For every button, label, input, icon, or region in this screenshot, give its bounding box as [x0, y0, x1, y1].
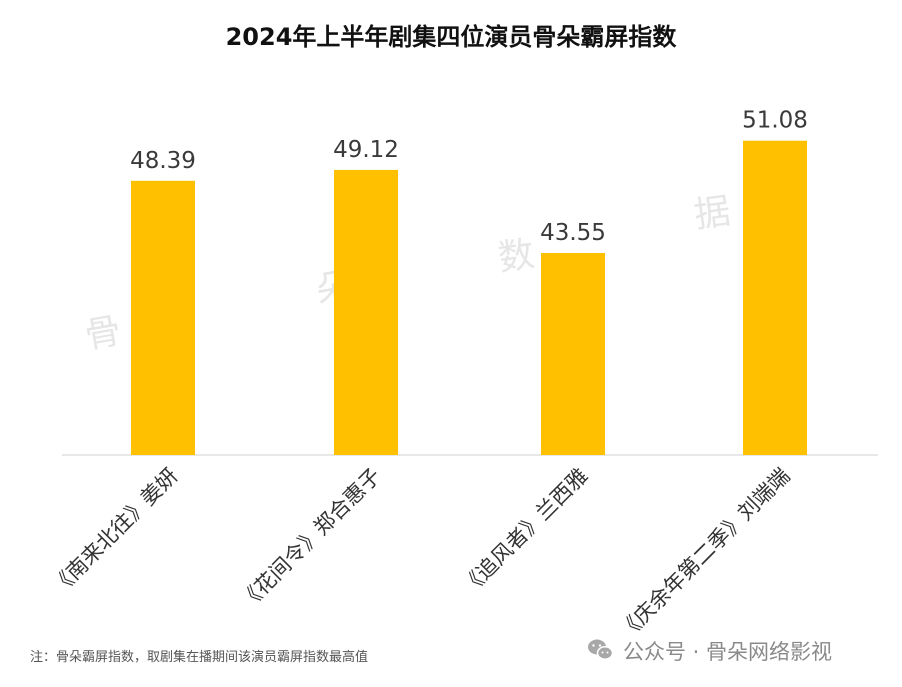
watermark-char: 据	[692, 191, 733, 237]
bar	[743, 140, 807, 455]
footnote: 注：骨朵霸屏指数，取剧集在播期间该演员霸屏指数最高值	[30, 649, 368, 665]
category-label: 《追风者》兰西雅	[457, 464, 593, 600]
bar-value-label: 51.08	[742, 108, 808, 134]
bar	[131, 180, 195, 455]
category-labels-layer: 《南来北往》姜妍 《花间令》郑合惠子 《追风者》兰西雅 《庆余年第二季》刘端端	[47, 464, 795, 644]
bars-layer	[131, 140, 807, 456]
category-label: 《南来北往》姜妍	[47, 464, 183, 600]
brand-signature: 公众号 · 骨朵网络影视	[588, 639, 832, 664]
bar-value-label: 48.39	[130, 148, 196, 174]
bar-value-label: 49.12	[333, 137, 399, 163]
bar-value-label: 43.55	[540, 220, 606, 246]
category-label: 《花间令》郑合惠子	[235, 464, 386, 615]
brand-text: 公众号 · 骨朵网络影视	[623, 640, 832, 664]
bar	[334, 169, 398, 456]
category-label: 《庆余年第二季》刘端端	[614, 464, 794, 644]
bar	[541, 252, 605, 455]
wechat-icon	[588, 639, 614, 660]
chart-title: 2024年上半年剧集四位演员骨朵霸屏指数	[226, 23, 678, 51]
watermark-char: 数	[496, 234, 537, 280]
watermark-char: 骨	[82, 310, 125, 357]
value-labels-layer: 48.39 49.12 43.55 51.08	[130, 108, 808, 246]
